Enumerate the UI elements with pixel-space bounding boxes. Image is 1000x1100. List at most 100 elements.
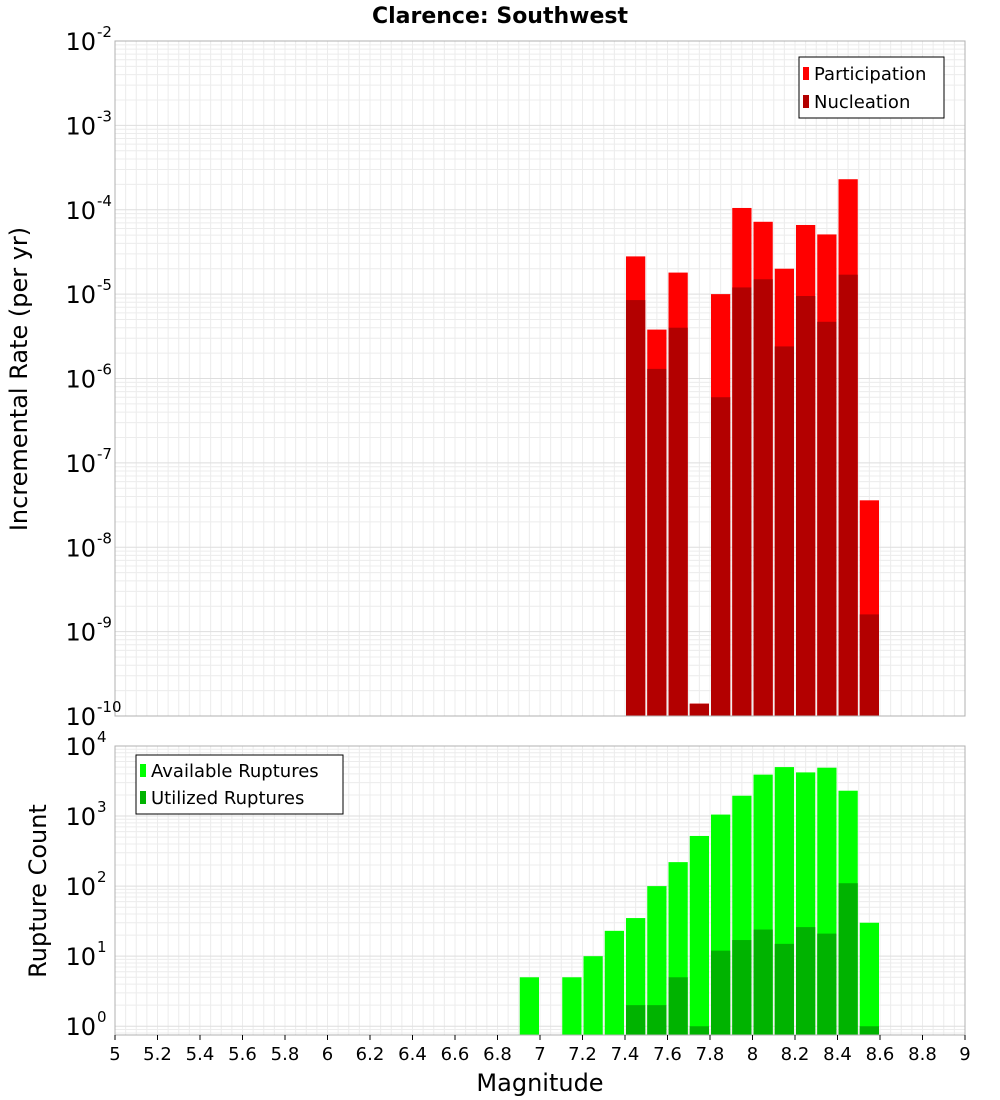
x-tick-label: 5.6: [228, 1044, 257, 1065]
bar-utilized-ruptures: [668, 977, 688, 1035]
bar-utilized-ruptures: [774, 943, 794, 1035]
top-y-tick-label: 10: [65, 281, 96, 309]
top-y-tick-exponent: -8: [97, 529, 112, 547]
bar-utilized-ruptures: [732, 940, 752, 1035]
x-tick-label: 8.2: [781, 1044, 810, 1065]
x-tick-label: 6.8: [483, 1044, 512, 1065]
x-tick-labels: 5 5.2 5.4 5.6 5.8 6 6.2 6.4 6.6 6.8 7 7.2 7.4 7.6 7.8 8…: [109, 1035, 971, 1065]
bar-utilized-ruptures: [647, 1005, 667, 1035]
x-tick-label: 6.2: [356, 1044, 385, 1065]
x-tick-label: 6.6: [441, 1044, 470, 1065]
bottom-y-tick-label: 10: [65, 873, 96, 901]
bar-utilized-ruptures: [626, 1005, 646, 1035]
bottom-y-tick-exponent: 0: [97, 1008, 107, 1026]
bar-available-ruptures: [859, 922, 879, 1035]
legend-swatch-utilized-ruptures: [140, 791, 146, 804]
x-tick-label: 8.6: [866, 1044, 895, 1065]
x-axis-label: Magnitude: [476, 1069, 603, 1097]
x-tick-label: 7.2: [568, 1044, 597, 1065]
bar-nucleation: [817, 321, 837, 716]
top-y-tick-label: 10: [65, 619, 96, 647]
bar-utilized-ruptures: [711, 950, 731, 1035]
top-bars: [626, 179, 879, 716]
bar-nucleation: [753, 279, 773, 716]
legend-swatch-available-ruptures: [140, 764, 146, 777]
top-y-tick-label: 10: [65, 703, 96, 731]
bottom-legend-box: [135, 754, 344, 815]
top-y-tick-label: 10: [65, 534, 96, 562]
bar-nucleation: [838, 274, 858, 716]
legend-swatch-nucleation: [803, 95, 809, 108]
top-y-tick-exponent: -6: [97, 361, 112, 379]
bar-nucleation: [796, 296, 816, 716]
bottom-y-tick-exponent: 4: [97, 728, 107, 746]
bar-utilized-ruptures: [859, 1026, 879, 1035]
legend-label-available-ruptures: Available Ruptures: [151, 761, 319, 782]
top-y-tick-exponent: -10: [97, 698, 122, 716]
top-y-tick-label: 10: [65, 112, 96, 140]
bar-available-ruptures: [519, 977, 539, 1035]
bar-available-ruptures: [604, 930, 624, 1035]
bar-available-ruptures: [562, 977, 582, 1035]
bottom-y-tick-exponent: 1: [97, 938, 107, 956]
bar-utilized-ruptures: [838, 883, 858, 1035]
x-tick-label: 7: [534, 1044, 545, 1065]
bar-nucleation: [859, 614, 879, 716]
top-y-tick-label: 10: [65, 450, 96, 478]
top-plot-frame: [114, 40, 966, 717]
top-gridlines: [114, 40, 966, 717]
bottom-y-tick-label: 10: [65, 943, 96, 971]
x-tick-label: 8.8: [908, 1044, 937, 1065]
legend-label-utilized-ruptures: Utilized Ruptures: [151, 788, 304, 809]
bar-nucleation: [711, 397, 731, 716]
bottom-y-tick-exponent: 3: [97, 798, 107, 816]
x-tick-label: 7.4: [611, 1044, 640, 1065]
bar-utilized-ruptures: [796, 927, 816, 1035]
x-tick-label: 6: [322, 1044, 333, 1065]
legend-swatch-participation: [803, 67, 809, 80]
bar-utilized-ruptures: [817, 933, 837, 1035]
bar-nucleation: [647, 368, 667, 716]
bar-available-ruptures: [689, 835, 709, 1035]
bottom-y-tick-exponent: 2: [97, 868, 107, 886]
x-tick-label: 9: [959, 1044, 970, 1065]
bar-utilized-ruptures: [689, 1026, 709, 1035]
bar-nucleation: [668, 327, 688, 716]
bar-available-ruptures: [583, 956, 603, 1035]
bar-available-ruptures: [647, 886, 667, 1035]
bar-utilized-ruptures: [753, 929, 773, 1035]
bottom-y-tick-label: 10: [65, 1013, 96, 1041]
legend-label-participation: Participation: [814, 64, 926, 85]
x-tick-label: 5: [109, 1044, 120, 1065]
top-y-tick-exponent: -5: [97, 276, 112, 294]
x-tick-label: 5.2: [143, 1044, 172, 1065]
bar-nucleation: [626, 300, 646, 716]
x-tick-label: 8: [747, 1044, 758, 1065]
bar-nucleation: [689, 703, 709, 716]
bottom-bars: [519, 767, 879, 1035]
top-y-tick-label: 10: [65, 366, 96, 394]
top-legend-box: [798, 56, 945, 119]
bar-nucleation: [774, 346, 794, 716]
bottom-y-axis-label: Rupture Count: [24, 804, 52, 978]
x-tick-label: 6.4: [398, 1044, 427, 1065]
legend-label-nucleation: Nucleation: [814, 92, 910, 113]
x-tick-label: 7.6: [653, 1044, 682, 1065]
top-y-tick-label: 10: [65, 197, 96, 225]
x-tick-label: 5.4: [186, 1044, 215, 1065]
top-y-tick-exponent: -7: [97, 445, 112, 463]
x-tick-label: 7.8: [696, 1044, 725, 1065]
bottom-y-tick-label: 10: [65, 803, 96, 831]
top-y-tick-exponent: -4: [97, 192, 112, 210]
bottom-y-tick-label: 10: [65, 733, 96, 761]
top-y-tick-exponent: -9: [97, 614, 112, 632]
top-y-tick-exponent: -2: [97, 23, 112, 41]
x-tick-label: 8.4: [823, 1044, 852, 1065]
bottom-legend: Available Ruptures Utilized Ruptures: [135, 754, 344, 815]
chart-title: Clarence: Southwest: [372, 4, 629, 29]
